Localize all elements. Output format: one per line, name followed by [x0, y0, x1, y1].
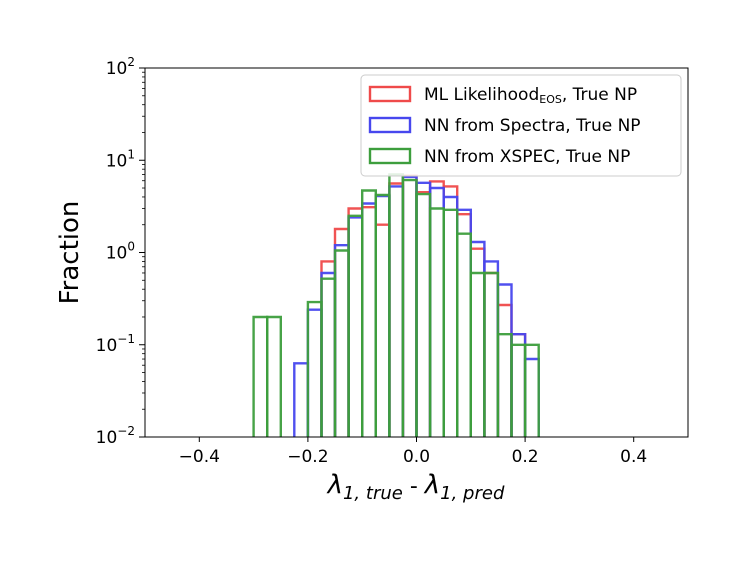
histogram-bin: [361, 206, 377, 437]
histogram-bin: [388, 185, 405, 437]
histogram-bin: [442, 208, 459, 437]
histogram-bin: [442, 185, 459, 437]
legend-swatch: [368, 85, 412, 103]
histogram-bin: [510, 343, 527, 437]
histogram-bin: [333, 244, 350, 437]
histogram-bin: [320, 277, 337, 437]
histogram-bin: [523, 343, 540, 437]
histogram-bin: [483, 271, 500, 437]
y-tick-label: 102: [106, 55, 135, 79]
legend-label: NN from Spectra, True NP: [424, 116, 641, 136]
histogram-bin: [320, 260, 337, 437]
legend-swatch: [368, 116, 412, 134]
histogram-bin: [347, 216, 364, 437]
histogram-bin: [469, 271, 486, 437]
histogram-bin: [428, 207, 445, 437]
histogram-bin: [374, 193, 391, 437]
histogram-bin: [469, 240, 486, 437]
x-axis: −0.4 −0.2 0.0 0.2 0.4: [179, 437, 647, 467]
histogram-bin: [401, 175, 418, 437]
y-axis: 10−2 10−1 100 101 102: [96, 55, 145, 448]
y-tick-label: 101: [106, 147, 135, 171]
histogram-bin: [374, 194, 391, 437]
y-axis-label: Fraction: [55, 201, 85, 305]
histogram-bin: [442, 195, 459, 437]
histogram-bin: [333, 227, 350, 437]
histogram-bin: [293, 362, 310, 437]
histogram-bin: [510, 333, 527, 437]
legend-label: NN from XSPEC, True NP: [424, 147, 630, 167]
y-tick-label: 100: [106, 240, 135, 264]
histogram-bin: [252, 315, 269, 437]
histogram-bin: [306, 308, 323, 437]
histogram-bin: [374, 223, 391, 437]
histogram-bin: [510, 333, 527, 437]
histogram-bin: [347, 214, 364, 437]
histogram-bin: [496, 283, 513, 437]
series-2: [252, 173, 540, 437]
histogram-bin: [347, 207, 364, 437]
histogram-bin: [333, 249, 350, 437]
y-tick-label: 10−1: [96, 332, 135, 356]
histogram-bin: [415, 191, 432, 437]
histogram-bars: [252, 173, 540, 437]
x-tick-label: −0.4: [179, 447, 220, 467]
legend-frame: [360, 74, 682, 177]
histogram-bin: [456, 213, 472, 437]
histogram-bin: [496, 333, 513, 437]
histogram-bin: [523, 357, 540, 437]
histogram-bin: [483, 260, 500, 437]
histogram-bin: [456, 208, 472, 437]
histogram-bin: [401, 174, 418, 437]
histogram-bin: [401, 178, 418, 437]
histogram-bin: [428, 186, 445, 437]
x-tick-label: −0.2: [287, 447, 328, 467]
histogram-bin: [361, 202, 377, 437]
histogram-bin: [361, 189, 377, 437]
legend: ML LikelihoodEOS, True NP NN from Spectra…: [360, 74, 682, 177]
histogram-bin: [456, 232, 472, 437]
legend-entry: ML LikelihoodEOS, True NP: [368, 85, 637, 106]
histogram-bin: [415, 181, 432, 437]
legend-entry: NN from XSPEC, True NP: [368, 147, 630, 167]
legend-label: ML LikelihoodEOS, True NP: [424, 85, 637, 106]
y-tick-label: 10−2: [96, 424, 135, 448]
histogram-bin: [415, 192, 432, 437]
histogram-bin: [320, 271, 337, 437]
x-tick-label: 0.2: [512, 447, 539, 467]
histogram-bin: [496, 303, 513, 437]
histogram-bin: [428, 180, 445, 437]
histogram-bin: [388, 182, 405, 437]
histogram-bin: [266, 315, 282, 437]
histogram-bin: [306, 300, 323, 437]
x-axis-label: λ1, true - λ1, pred: [326, 470, 505, 504]
legend-swatch: [368, 147, 412, 165]
histogram-bin: [483, 271, 500, 437]
x-tick-label: 0.0: [403, 447, 430, 467]
legend-entry: NN from Spectra, True NP: [368, 116, 641, 136]
x-tick-label: 0.4: [620, 447, 647, 467]
histogram-bin: [388, 173, 405, 437]
histogram-bin: [469, 247, 486, 437]
